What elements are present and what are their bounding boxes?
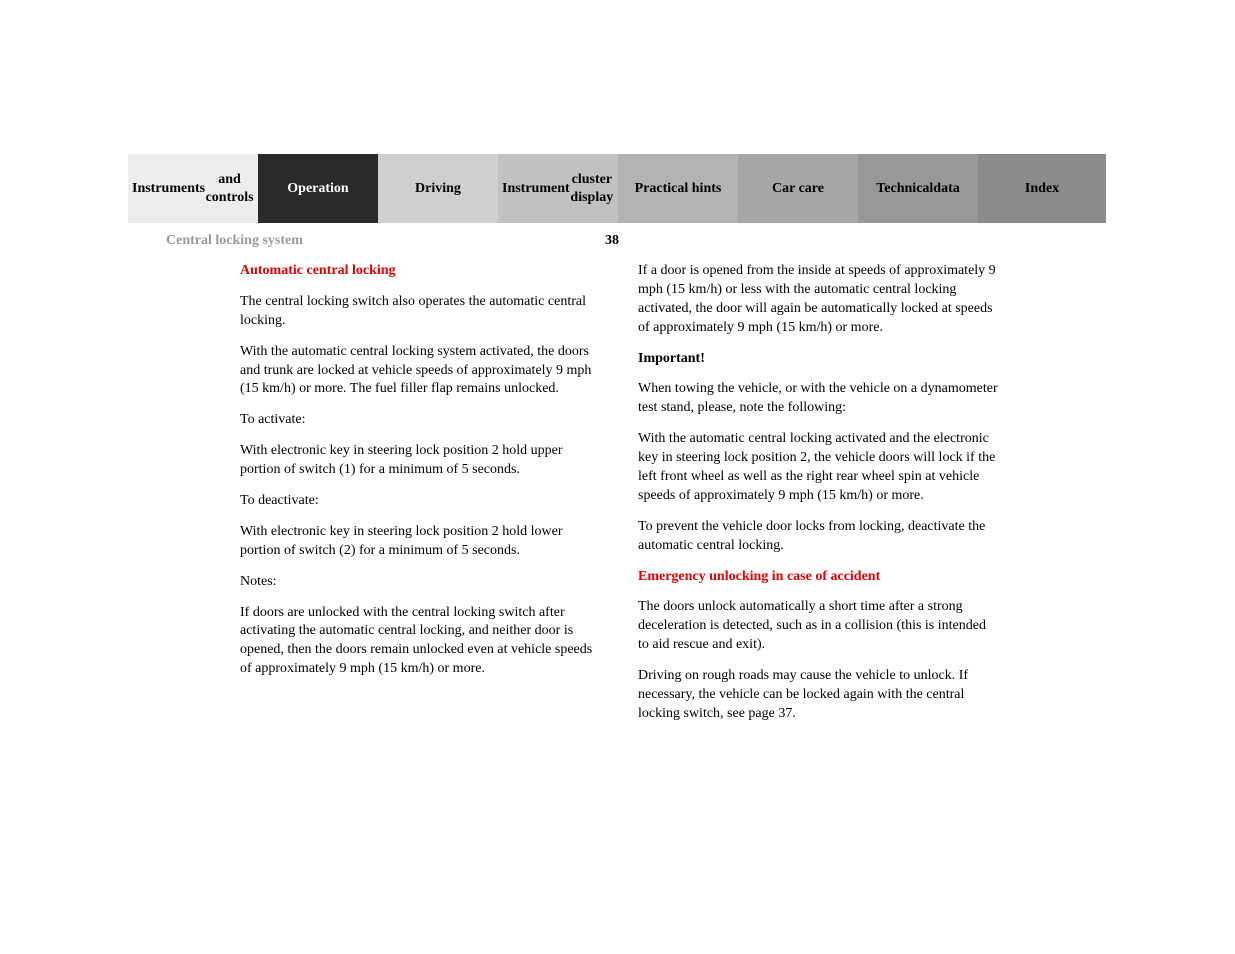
body-text: To activate:: [240, 411, 600, 430]
tab-label: Driving: [415, 180, 461, 198]
body-text: With the automatic central locking activ…: [638, 430, 998, 506]
body-text: To prevent the vehicle door locks from l…: [638, 518, 998, 556]
tab-car-care[interactable]: Car care: [738, 154, 858, 223]
tab-index[interactable]: Index: [978, 154, 1106, 223]
tab-label: Operation: [287, 180, 348, 198]
page-number: 38: [605, 233, 619, 249]
body-text: When towing the vehicle, or with the veh…: [638, 380, 998, 418]
tab-label: Practical hints: [635, 180, 722, 198]
tab-label: cluster display: [570, 171, 614, 206]
body-text: With electronic key in steering lock pos…: [240, 523, 600, 561]
tab-instruments-and-controls[interactable]: Instrumentsand controls: [128, 154, 258, 223]
body-text: The central locking switch also operates…: [240, 293, 600, 331]
body-text: The doors unlock automatically a short t…: [638, 598, 998, 655]
heading-emergency-unlocking: Emergency unlocking in case of accident: [638, 568, 998, 587]
tab-instrument-cluster-display[interactable]: Instrumentcluster display: [498, 154, 618, 223]
tab-label: Index: [1025, 180, 1059, 198]
body-text: Notes:: [240, 573, 600, 592]
body-text: If doors are unlocked with the central l…: [240, 604, 600, 680]
tab-driving[interactable]: Driving: [378, 154, 498, 223]
heading-auto-central-locking: Automatic central locking: [240, 262, 600, 281]
body-text: If a door is opened from the inside at s…: [638, 262, 998, 338]
tab-label: and controls: [205, 171, 254, 206]
tab-label: data: [933, 180, 959, 198]
tab-label: Car care: [772, 180, 824, 198]
tab-label: Instruments: [132, 180, 205, 198]
body-text: To deactivate:: [240, 492, 600, 511]
left-column: Automatic central locking The central lo…: [240, 262, 600, 736]
tab-label: Instrument: [502, 180, 570, 198]
content-columns: Automatic central locking The central lo…: [240, 262, 1010, 736]
page-header-row: Central locking system 38: [128, 233, 1106, 255]
important-label: Important!: [638, 350, 998, 369]
tab-bar: Instrumentsand controls Operation Driving I…: [128, 154, 1106, 223]
body-text: Driving on rough roads may cause the veh…: [638, 667, 998, 724]
body-text: With electronic key in steering lock pos…: [240, 442, 600, 480]
tab-label: Technical: [876, 180, 933, 198]
section-title: Central locking system: [166, 233, 303, 249]
body-text: With the automatic central locking syste…: [240, 343, 600, 400]
right-column: If a door is opened from the inside at s…: [638, 262, 998, 736]
manual-page: Instrumentsand controls Operation Driving I…: [0, 0, 1235, 954]
tab-practical-hints[interactable]: Practical hints: [618, 154, 738, 223]
tab-operation[interactable]: Operation: [258, 154, 378, 223]
tab-technical-data[interactable]: Technicaldata: [858, 154, 978, 223]
